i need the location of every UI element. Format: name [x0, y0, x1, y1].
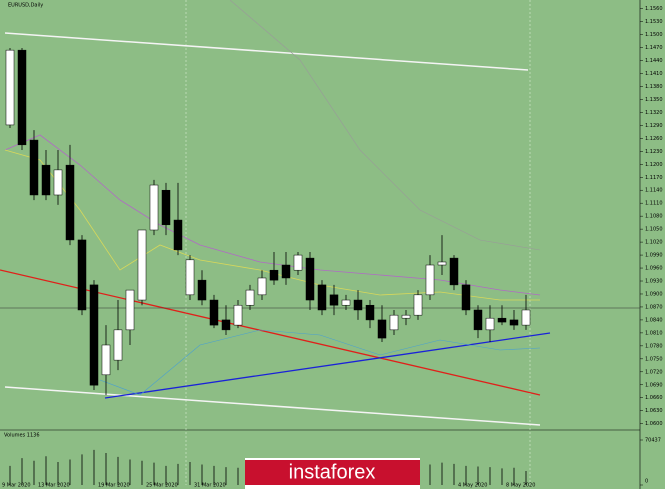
candle-body [353, 299, 363, 311]
x-tick-label: 31 Mar 2020 [194, 483, 226, 489]
y-tick-label: 1.1290 [645, 123, 663, 129]
candle-body [389, 314, 399, 331]
candle-body [89, 284, 99, 386]
channel-line [4, 386, 541, 426]
volume-title: Volumes 1136 [4, 433, 40, 439]
candle-body [317, 284, 327, 311]
y-tick-label: 1.0930 [645, 279, 663, 285]
y-tick-label: 1.1260 [645, 136, 663, 142]
candle-body [209, 299, 219, 326]
volume-tick-label: 70437 [645, 438, 661, 444]
y-tick-label: 1.0870 [645, 304, 663, 310]
y-tick-label: 1.0990 [645, 253, 663, 259]
candle-body [509, 319, 519, 326]
y-tick-label: 1.0720 [645, 369, 663, 375]
candle-body [41, 164, 51, 196]
x-tick-label: 9 Mar 2020 [2, 483, 31, 489]
candle-body [5, 49, 15, 126]
y-tick-label: 1.0900 [645, 291, 663, 297]
y-tick-label: 1.0810 [645, 330, 663, 336]
y-tick-label: 1.0750 [645, 356, 663, 362]
y-tick-label: 1.1020 [645, 240, 663, 246]
y-tick-label: 1.0960 [645, 266, 663, 272]
candle-body [341, 299, 351, 306]
y-tick-label: 1.0660 [645, 395, 663, 401]
channel-line [4, 32, 529, 71]
candle-body [53, 169, 63, 196]
x-tick-label: 13 Mar 2020 [38, 483, 70, 489]
y-tick-label: 1.1230 [645, 149, 663, 155]
y-tick-label: 1.1380 [645, 84, 663, 90]
candle-body [413, 294, 423, 316]
trend-line [104, 332, 551, 399]
y-tick-label: 1.0780 [645, 343, 663, 349]
candle-body [461, 284, 471, 311]
x-tick-label: 4 May 2020 [458, 483, 487, 489]
x-tick-label: 19 Mar 2020 [98, 483, 130, 489]
candle-body [401, 314, 411, 319]
candle-body [473, 309, 483, 331]
y-tick-label: 1.1560 [645, 6, 663, 12]
candle-body [17, 49, 27, 146]
candle-body [137, 229, 147, 301]
candle-body [281, 264, 291, 279]
candle-body [377, 319, 387, 339]
candle-body [125, 289, 135, 331]
bollinger-band [99, 329, 541, 396]
candle-body [521, 309, 531, 326]
chart-title: EURUSD,Daily [8, 3, 43, 9]
y-tick-label: 1.1530 [645, 19, 663, 25]
candle-body [293, 254, 303, 271]
candle-body [449, 257, 459, 286]
candle-body [233, 304, 243, 326]
candle-body [185, 259, 195, 296]
y-tick-label: 1.1470 [645, 45, 663, 51]
watermark-band [245, 460, 420, 485]
candle-body [113, 329, 123, 361]
candle-body [65, 164, 75, 241]
candle-body [221, 319, 231, 331]
y-tick-label: 1.1500 [645, 32, 663, 38]
candle-body [29, 139, 39, 196]
candle-body [257, 277, 267, 296]
y-tick-label: 1.1320 [645, 110, 663, 116]
bollinger-band [229, 0, 541, 251]
y-tick-label: 1.0840 [645, 317, 663, 323]
candle-body [149, 184, 159, 231]
y-tick-label: 1.1350 [645, 97, 663, 103]
candle-body [305, 257, 315, 301]
y-tick-label: 1.1410 [645, 71, 663, 77]
candle-body [329, 294, 339, 306]
y-tick-label: 1.1140 [645, 188, 663, 194]
y-tick-label: 1.0690 [645, 382, 663, 388]
candle-body [161, 189, 171, 226]
x-tick-label: 25 Mar 2020 [146, 483, 178, 489]
y-tick-label: 1.1080 [645, 214, 663, 220]
candle-body [437, 261, 447, 266]
y-tick-label: 1.1110 [645, 201, 663, 207]
volume-tick-label: 0 [645, 479, 648, 485]
y-tick-label: 1.0600 [645, 421, 663, 427]
candle-body [101, 344, 111, 376]
y-tick-label: 1.1200 [645, 162, 663, 168]
candle-body [425, 264, 435, 296]
candle-body [269, 269, 279, 281]
x-tick-label: 8 May 2020 [506, 483, 535, 489]
candle-body [197, 279, 207, 301]
candle-body [173, 219, 183, 251]
watermark: instaforex [289, 461, 376, 483]
candle-body [245, 289, 255, 306]
candle-body [497, 317, 507, 323]
y-tick-label: 1.0630 [645, 408, 663, 414]
candle-body [77, 239, 87, 311]
y-tick-label: 1.1170 [645, 175, 663, 181]
candle-body [365, 304, 375, 321]
y-tick-label: 1.1050 [645, 227, 663, 233]
y-tick-label: 1.1440 [645, 58, 663, 64]
candle-body [485, 317, 495, 331]
